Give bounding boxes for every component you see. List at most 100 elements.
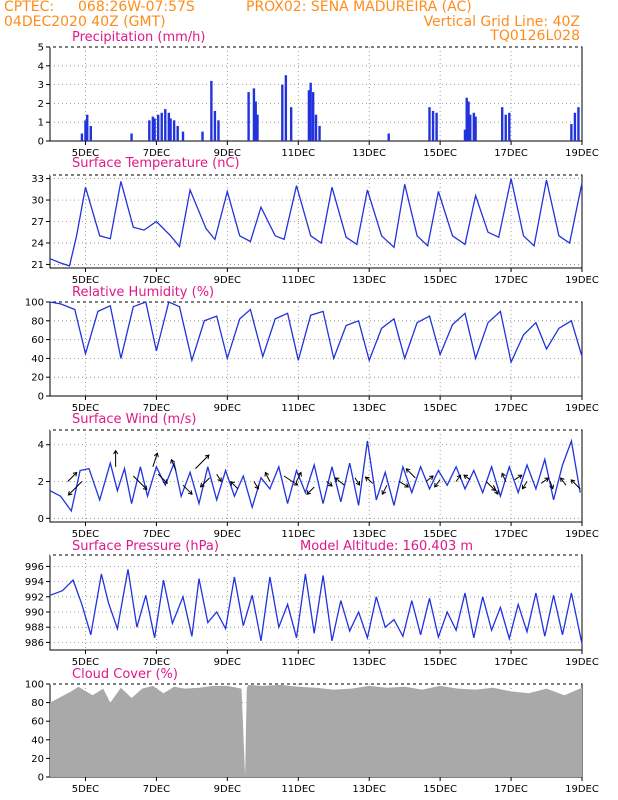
wind-vector-head <box>405 468 411 473</box>
precip-bar <box>210 80 213 141</box>
precip-bar <box>469 114 472 141</box>
wind-vector-head <box>113 449 119 455</box>
precip-bar <box>573 112 577 141</box>
wind-vector <box>514 474 523 481</box>
y-tick-label: 2 <box>38 477 44 488</box>
wind-vector-head <box>381 490 387 496</box>
wind-vector-head <box>456 474 462 480</box>
x-tick-label: 11DEC <box>281 275 315 286</box>
y-tick-label: 40 <box>31 735 44 746</box>
wind-vector-head <box>494 490 499 496</box>
wind-vector <box>549 481 554 489</box>
precip-bar <box>504 114 507 141</box>
x-tick-label: 11DEC <box>281 148 315 159</box>
x-tick-label: 19DEC <box>565 784 599 795</box>
x-tick-label: 13DEC <box>352 275 386 286</box>
y-tick-label: 100 <box>25 680 44 691</box>
wind-vector-head <box>334 477 340 482</box>
panel-1: 0 1 2 3 4 5 5DEC 7DEC 9DEC 11DEC 13DEC 15DEC 17DEC 19… <box>38 30 599 159</box>
x-tick-label: 13DEC <box>352 403 386 414</box>
precip-bar <box>167 112 171 141</box>
x-tick-label: 13DEC <box>352 784 386 795</box>
precip-bar <box>570 124 573 141</box>
wind-vector <box>253 481 259 489</box>
wind-vector <box>264 472 271 482</box>
wind-vector-head <box>501 472 506 478</box>
precip-bar <box>314 114 318 141</box>
panel-title: Surface Pressure (hPa) <box>72 539 219 554</box>
y-tick-label: 30 <box>31 196 44 207</box>
x-tick-label: 11DEC <box>281 529 315 540</box>
x-tick-label: 13DEC <box>352 657 386 668</box>
x-tick-label: 9DEC <box>214 275 241 286</box>
x-tick-label: 15DEC <box>423 148 457 159</box>
x-tick-label: 15DEC <box>423 657 457 668</box>
y-tick-label: 3 <box>38 80 44 91</box>
wind-vector-head <box>230 481 235 486</box>
x-tick-label: 19DEC <box>565 403 599 414</box>
x-tick-label: 5DEC <box>72 657 99 668</box>
precip-bar <box>284 75 288 141</box>
precip-bar <box>89 125 92 141</box>
panel-title: Surface Wind (m/s) <box>72 412 196 427</box>
wind-vector <box>522 481 528 489</box>
wind-vector <box>68 481 83 496</box>
series-line <box>49 438 581 513</box>
header-model-code: TQ0126L028 <box>490 28 580 44</box>
x-tick-label: 5DEC <box>72 275 99 286</box>
precip-bar <box>254 101 257 141</box>
wind-vector-head <box>293 481 299 486</box>
wind-vector <box>216 473 222 482</box>
wind-vector <box>182 484 193 495</box>
wind-vector <box>200 477 210 488</box>
wind-vector-head <box>72 471 78 477</box>
wind-vector-head <box>297 471 302 477</box>
y-tick-label: 20 <box>31 373 44 384</box>
header-coordinates: 068:26W-07:57S <box>78 0 195 15</box>
x-tick-label: 13DEC <box>352 148 386 159</box>
wind-vector-head <box>153 452 159 458</box>
y-tick-label: 0 <box>38 392 44 403</box>
x-tick-label: 17DEC <box>494 784 528 795</box>
y-tick-label: 0 <box>38 773 44 784</box>
precip-bar <box>256 114 259 141</box>
wind-vector-head <box>560 477 565 483</box>
header-datetime: 04DEC2020 40Z (GMT) <box>4 14 166 30</box>
wind-vector <box>560 477 567 486</box>
y-tick-label: 80 <box>31 316 44 327</box>
wind-vector-head <box>254 484 259 490</box>
header-station: PROX02: SENA MADUREIRA (AC) <box>246 0 472 15</box>
precip-bar <box>318 125 321 141</box>
wind-vector <box>170 459 177 471</box>
precip-bar <box>463 129 467 141</box>
x-tick-label: 19DEC <box>565 657 599 668</box>
y-tick-label: 5 <box>38 43 44 54</box>
wind-vector-head <box>142 485 148 491</box>
x-tick-label: 5DEC <box>72 784 99 795</box>
y-tick-label: 60 <box>31 717 44 728</box>
precip-bar <box>80 133 84 141</box>
wind-vector <box>463 474 471 481</box>
wind-vector-head <box>306 490 312 495</box>
wind-vector-head <box>170 458 175 464</box>
precip-bar <box>130 133 133 141</box>
wind-vector-head <box>163 479 168 484</box>
precip-bar <box>252 88 256 141</box>
x-tick-label: 19DEC <box>565 529 599 540</box>
x-tick-label: 5DEC <box>72 403 99 414</box>
wind-vector <box>296 472 302 482</box>
plot-frame <box>49 554 583 651</box>
wind-vector-head <box>544 477 550 482</box>
precip-bar <box>577 107 580 141</box>
wind-vector <box>67 472 78 482</box>
precip-bar <box>472 112 476 141</box>
y-tick-label: 992 <box>25 592 44 603</box>
wind-vector <box>425 475 434 482</box>
y-tick-label: 40 <box>31 354 44 365</box>
y-tick-label: 21 <box>31 260 44 271</box>
panel-title: Surface Temperature (nC) <box>72 156 240 171</box>
x-tick-label: 9DEC <box>214 148 241 159</box>
y-tick-label: 4 <box>38 61 44 72</box>
x-tick-label: 11DEC <box>281 784 315 795</box>
x-tick-label: 7DEC <box>143 403 170 414</box>
